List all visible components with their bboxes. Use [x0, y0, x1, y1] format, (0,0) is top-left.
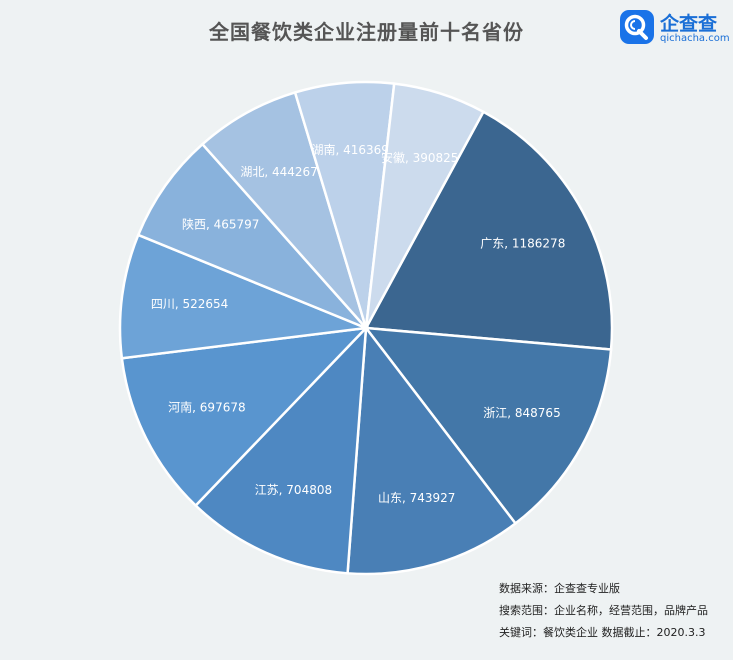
pie-label-2: 浙江, 848765: [483, 406, 560, 420]
note-keywords: 关键词：餐饮类企业 数据截止：2020.3.3: [499, 626, 706, 639]
pie-label-5: 河南, 697678: [168, 399, 245, 414]
pie-label-6: 四川, 522654: [151, 297, 228, 311]
pie-slice-3: [346, 324, 518, 576]
pie-label-9: 湖南, 416369: [311, 142, 388, 157]
pie-slice-6: [118, 233, 371, 360]
chart-notes: 数据来源：企查查专业版 搜索范围：企业名称，经营范围，品牌产品 关键词：餐饮类企…: [499, 578, 708, 644]
pie-slice-1: [363, 110, 614, 351]
pie-slice-4: [193, 324, 368, 575]
qichacha-logo: 企查查 qichacha.com: [620, 8, 730, 48]
pie-slice-10: [364, 82, 486, 329]
logo-mark-icon: [620, 10, 654, 44]
pie-slices: [118, 80, 614, 576]
pie-slice-7: [136, 142, 367, 330]
pie-label-8: 湖北, 444267: [240, 164, 317, 179]
pie-slice-2: [363, 326, 613, 526]
pie-labels: 广东, 1186278 浙江, 848765 山东, 743927 江苏, 70480…: [151, 142, 565, 505]
chart-title: 全国餐饮类企业注册量前十名省份: [209, 20, 524, 44]
pie-slice-5: [120, 326, 370, 508]
pie-label-7: 陕西, 465797: [182, 217, 259, 232]
pie-label-4: 江苏, 704808: [255, 483, 332, 497]
pie-label-3: 山东, 743927: [378, 491, 455, 505]
pie-slice-8: [200, 90, 368, 329]
note-scope: 搜索范围：企业名称，经营范围，品牌产品: [499, 604, 708, 617]
pie-label-1: 广东, 1186278: [480, 236, 565, 250]
note-source: 数据来源：企查查专业版: [499, 582, 620, 595]
logo-name: 企查查: [660, 13, 718, 35]
pie-label-10: 安徽, 390825: [381, 150, 458, 165]
logo-domain: qichacha.com: [660, 33, 730, 44]
